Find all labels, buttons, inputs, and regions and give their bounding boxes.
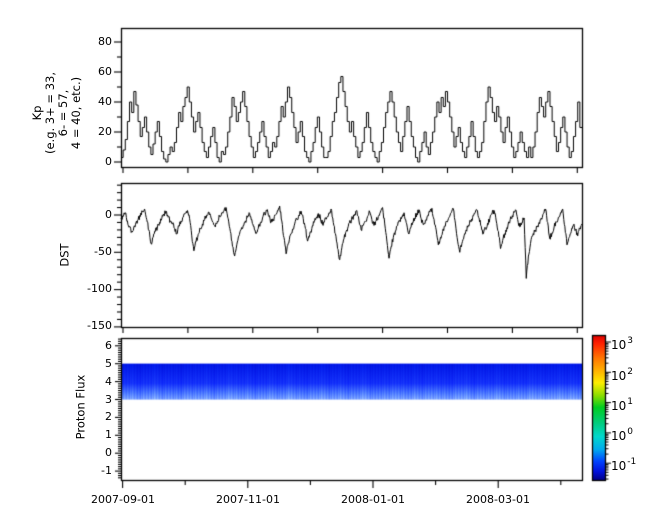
- dst-ytick-m150: -150: [87, 319, 112, 332]
- pf-ytick-0: 0: [105, 446, 112, 459]
- kp-ytick-40: 40: [98, 95, 112, 108]
- dst-y-axis-label: DST: [57, 243, 72, 267]
- xtick-2007-11-01: 2007-11-01: [216, 493, 280, 506]
- kp-ytick-60: 60: [98, 65, 112, 78]
- kp-ytick-20: 20: [98, 125, 112, 138]
- pf-ytick-6: 6: [105, 339, 112, 352]
- pf-ytick-4: 4: [105, 375, 112, 388]
- kp-ytick-80: 80: [98, 35, 112, 48]
- pf-ytick-3: 3: [105, 393, 112, 406]
- pf-ytick-5: 5: [105, 357, 112, 370]
- kp-y-axis-label: Kp (e.g. 3+ = 33, 6- = 57, 4 = 40, etc.): [30, 72, 83, 154]
- colorbar-tick-1em1: 10-1: [611, 457, 637, 473]
- colorbar-tick-1e3: 103: [611, 336, 634, 352]
- pf-ytick-1: 1: [105, 428, 112, 441]
- colorbar-tick-1e0: 100: [611, 427, 634, 443]
- dst-ytick-m50: -50: [94, 245, 112, 258]
- colorbar-tick-1e2: 102: [611, 367, 634, 383]
- dst-ytick-m100: -100: [87, 282, 112, 295]
- kp-y-axis-label-line4: 4 = 40, etc.): [69, 76, 83, 150]
- xtick-2007-09-01: 2007-09-01: [91, 493, 155, 506]
- kp-ytick-0: 0: [105, 155, 112, 168]
- colorbar-tick-1e1: 101: [611, 397, 634, 413]
- xtick-2008-03-01: 2008-03-01: [466, 493, 530, 506]
- xtick-2008-01-01: 2008-01-01: [341, 493, 405, 506]
- dst-ytick-0: 0: [105, 208, 112, 221]
- pf-ytick-m1: -1: [101, 464, 112, 477]
- pf-ytick-2: 2: [105, 410, 112, 423]
